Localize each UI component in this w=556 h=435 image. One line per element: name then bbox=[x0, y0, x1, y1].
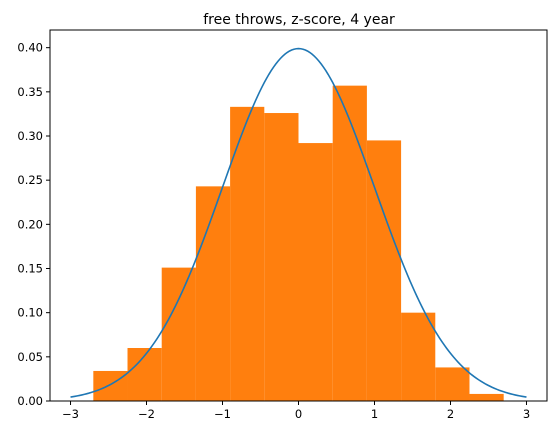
y-tick-label: 0.10 bbox=[17, 306, 43, 320]
y-tick-label: 0.20 bbox=[17, 217, 43, 231]
normal-curve-layer bbox=[70, 47, 527, 398]
y-tick-label: 0.05 bbox=[17, 350, 43, 364]
x-tick-label: 3 bbox=[523, 407, 530, 421]
y-tick-label: 0.35 bbox=[17, 85, 43, 99]
x-tick-label: 1 bbox=[371, 407, 378, 421]
y-tick-label: 0.30 bbox=[17, 129, 43, 143]
y-axis: 0.00 0.05 0.10 0.15 0.20 0.25 0.30 0.35 0.40 bbox=[17, 41, 50, 408]
x-tick-label: 0 bbox=[295, 407, 302, 421]
y-tick-label: 0.40 bbox=[17, 41, 43, 55]
x-tick-label: −1 bbox=[214, 407, 231, 421]
histogram-bars bbox=[93, 85, 504, 402]
x-tick-label: −3 bbox=[62, 407, 79, 421]
histogram-bar-8 bbox=[332, 85, 367, 402]
x-axis: −3 −2 −1 0 1 2 3 bbox=[62, 401, 530, 421]
histogram-bar-11 bbox=[435, 367, 470, 401]
histogram-bar-12 bbox=[469, 393, 504, 401]
histogram-bar-4 bbox=[195, 186, 231, 401]
histogram-bar-6 bbox=[264, 113, 299, 402]
histogram-bar-1 bbox=[93, 370, 128, 401]
histogram-bar-7 bbox=[298, 143, 333, 402]
y-tick-label: 0.00 bbox=[17, 394, 43, 408]
chart-title: free throws, z-score, 4 year bbox=[203, 12, 395, 28]
y-tick-label: 0.25 bbox=[17, 173, 43, 187]
histogram-bar-3 bbox=[161, 267, 196, 401]
histogram-bar-5 bbox=[230, 106, 265, 401]
normal-curve-line bbox=[70, 47, 527, 398]
x-tick-label: 2 bbox=[447, 407, 454, 421]
x-tick-label: −2 bbox=[138, 407, 155, 421]
histogram-bar-10 bbox=[401, 312, 436, 401]
y-tick-label: 0.15 bbox=[17, 262, 43, 276]
